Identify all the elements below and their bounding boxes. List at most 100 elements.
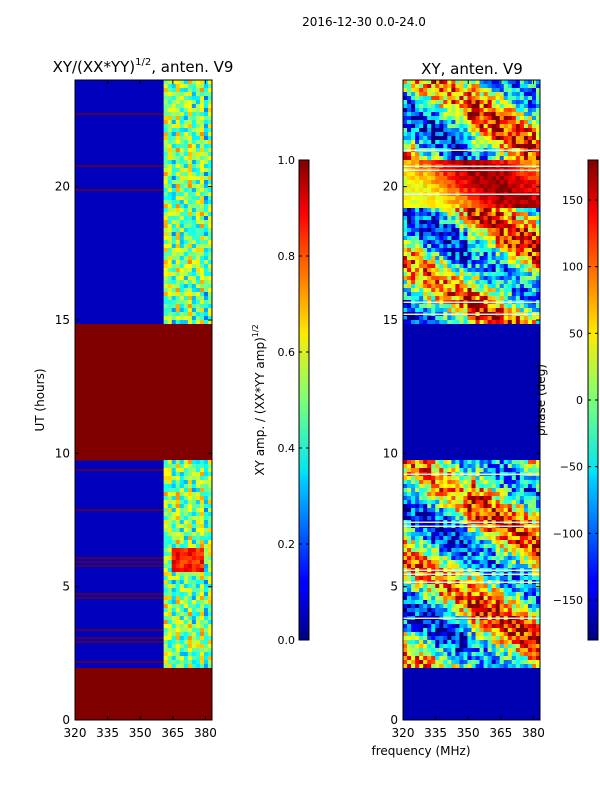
- phase-heatmap-cell: [499, 112, 505, 117]
- amp-heatmap-cell: [187, 96, 193, 101]
- amp-heatmap-cell: [171, 120, 177, 125]
- phase-heatmap-cell: [415, 172, 420, 177]
- phase-heatmap-cell: [507, 184, 513, 189]
- phase-heatmap-cell: [487, 296, 493, 301]
- amp-heatmap-cell: [171, 152, 177, 157]
- phase-heatmap-cell: [535, 208, 540, 213]
- amp-heatmap-cell: [187, 600, 193, 605]
- phase-heatmap-cell: [487, 540, 493, 545]
- phase-heatmap-cell: [507, 536, 513, 541]
- phase-heatmap-cell: [435, 600, 440, 605]
- phase-heatmap-cell: [435, 476, 440, 481]
- phase-heatmap-cell: [447, 196, 452, 201]
- phase-heatmap-cell: [443, 320, 448, 325]
- amp-heatmap-cell: [163, 108, 169, 113]
- amp-heatmap-cell: [187, 660, 193, 665]
- amp-heatmap-cell: [203, 664, 209, 669]
- amp-heatmap-cell: [171, 88, 177, 93]
- amp-heatmap-cell: [163, 200, 169, 205]
- phase-heatmap-cell: [495, 108, 501, 113]
- amp-heatmap-cell: [179, 272, 185, 277]
- phase-heatmap-cell: [459, 204, 464, 209]
- amp-heatmap-cell: [187, 248, 193, 253]
- phase-heatmap-cell: [499, 296, 505, 301]
- phase-heatmap-cell: [451, 180, 456, 185]
- amp-heatmap-cell: [179, 252, 185, 257]
- phase-heatmap-cell: [431, 460, 436, 465]
- phase-heatmap-cell: [431, 208, 436, 213]
- phase-heatmap-cell: [427, 540, 432, 545]
- phase-heatmap-cell: [403, 592, 408, 597]
- phase-heatmap-cell: [459, 544, 464, 549]
- phase-heatmap-cell: [443, 492, 448, 497]
- amp-heatmap-cell: [191, 128, 197, 133]
- amp-heatmap-cell: [187, 168, 193, 173]
- phase-heatmap-cell: [427, 224, 432, 229]
- phase-heatmap-cell: [487, 592, 493, 597]
- phase-heatmap-cell: [527, 212, 533, 217]
- phase-heatmap-cell: [459, 296, 464, 301]
- amp-heatmap-cell: [195, 236, 201, 241]
- amp-heatmap-cell: [187, 664, 193, 669]
- amp-heatmap-cell: [207, 204, 212, 209]
- phase-heatmap-cell: [419, 296, 424, 301]
- amp-heatmap-cell: [187, 476, 193, 481]
- phase-heatmap-flag: [403, 428, 540, 433]
- phase-heatmap-cell: [467, 552, 472, 557]
- phase-heatmap-cell: [535, 464, 540, 469]
- phase-heatmap-cell: [483, 244, 489, 249]
- phase-heatmap-cell: [535, 600, 540, 605]
- amp-heatmap-cell: [179, 200, 185, 205]
- phase-heatmap-cell: [423, 220, 428, 225]
- phase-heatmap-cell: [535, 528, 540, 533]
- amp-heatmap-cell: [191, 596, 197, 601]
- phase-heatmap-cell: [511, 256, 517, 261]
- phase-heatmap-cell: [515, 96, 521, 101]
- phase-heatmap-cell: [479, 492, 485, 497]
- phase-heatmap-cell: [431, 464, 436, 469]
- amp-heatmap-cell: [187, 496, 193, 501]
- phase-heatmap-cell: [483, 120, 489, 125]
- phase-heatmap-cell: [447, 200, 452, 205]
- phase-heatmap-cell: [431, 184, 436, 189]
- phase-heatmap-cell: [423, 284, 428, 289]
- phase-heatmap-cell: [483, 556, 489, 561]
- amp-heatmap-cell: [207, 492, 212, 497]
- phase-heatmap-cell: [491, 236, 497, 241]
- phase-heatmap-cell: [415, 196, 420, 201]
- phase-heatmap-cell: [451, 544, 456, 549]
- phase-heatmap-cell: [523, 512, 529, 517]
- phase-heatmap-cell: [419, 100, 424, 105]
- phase-heatmap-cell: [527, 92, 533, 97]
- amp-heatmap-cell: [187, 128, 193, 133]
- amp-heatmap-cell: [195, 616, 201, 621]
- phase-heatmap-cell: [511, 232, 517, 237]
- phase-heatmap-cell: [491, 160, 497, 165]
- phase-heatmap-cell: [415, 532, 420, 537]
- phase-heatmap-cell: [503, 252, 509, 257]
- phase-heatmap-cell: [435, 560, 440, 565]
- phase-heatmap-cell: [487, 260, 493, 265]
- amp-heatmap-cell: [175, 292, 181, 297]
- amp-heatmap-cell: [183, 132, 189, 137]
- phase-heatmap-cell: [495, 500, 501, 505]
- phase-heatmap-cell: [475, 204, 481, 209]
- phase-heatmap-cell: [479, 460, 485, 465]
- phase-heatmap-cell: [463, 620, 468, 625]
- phase-heatmap-cell: [455, 492, 460, 497]
- phase-heatmap-cell: [447, 480, 452, 485]
- amp-heatmap-cell: [175, 656, 181, 661]
- phase-heatmap-cell: [471, 304, 477, 309]
- amp-heatmap-cell: [187, 256, 193, 261]
- phase-heatmap-cell: [451, 288, 456, 293]
- phase-heatmap-cell: [415, 100, 420, 105]
- phase-heatmap-cell: [423, 288, 428, 293]
- amp-heatmap-cell: [207, 272, 212, 277]
- phase-heatmap-cell: [519, 516, 525, 521]
- amp-heatmap-cell: [179, 240, 185, 245]
- phase-heatmap-cell: [487, 204, 493, 209]
- amp-heatmap-cell: [203, 252, 209, 257]
- phase-heatmap-cell: [491, 188, 497, 193]
- amp-heatmap-cell: [191, 628, 197, 633]
- amp-heatmap-cell: [179, 224, 185, 229]
